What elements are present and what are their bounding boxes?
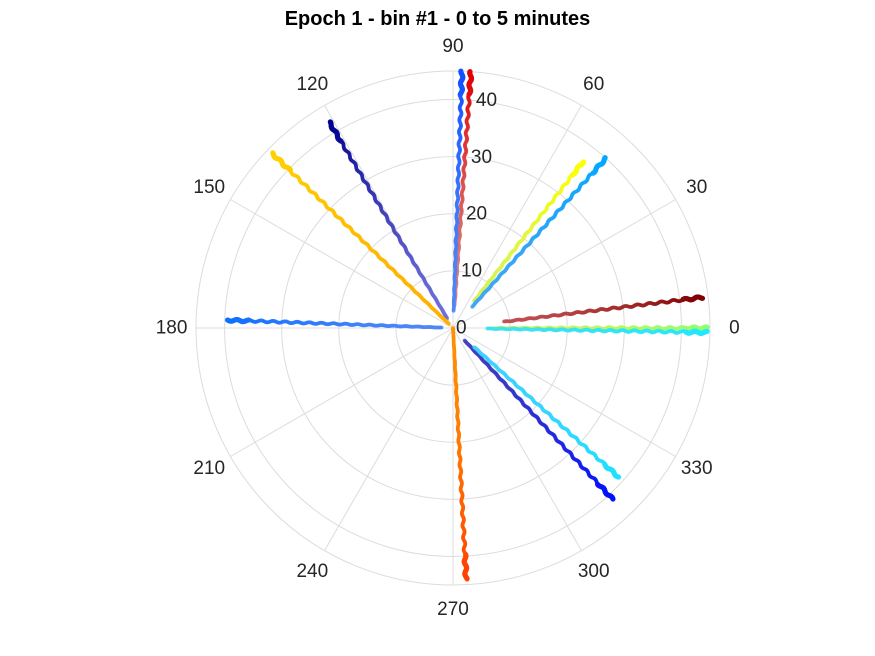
r-tick-label: 20 — [466, 204, 487, 225]
theta-tick-label: 300 — [578, 561, 610, 582]
theta-tick-label: 60 — [583, 74, 604, 95]
spoke-gridline — [230, 327, 454, 457]
series-trail — [270, 150, 451, 326]
theta-tick-label: 270 — [437, 599, 469, 620]
theta-tick-label: 330 — [681, 458, 713, 479]
r-tick-label: 30 — [471, 147, 492, 168]
series-trail — [224, 316, 444, 330]
theta-tick-label: 30 — [686, 177, 707, 198]
data-point — [464, 576, 470, 582]
data-point — [610, 496, 616, 502]
r-tick-label: 40 — [476, 90, 497, 111]
theta-tick-label: 120 — [296, 74, 328, 95]
series-trail — [502, 294, 706, 324]
data-point — [580, 159, 587, 165]
theta-tick-label: 90 — [442, 36, 463, 57]
series-trail — [485, 326, 710, 336]
tick-labels: 0 30 60 90 120 150 180 210 240 270 300 330 0 10 20 30 40 — [156, 36, 740, 620]
outer-ring — [195, 70, 711, 586]
data-point — [699, 295, 706, 301]
data-point — [704, 324, 710, 330]
series-trail — [472, 159, 587, 303]
series-trail — [451, 326, 470, 582]
data-point — [602, 154, 608, 161]
data-point — [467, 68, 473, 75]
series-trail — [327, 119, 450, 321]
series-trail — [472, 345, 622, 480]
data-point — [458, 68, 464, 74]
data-series — [224, 68, 710, 582]
data-point — [327, 119, 333, 125]
theta-tick-label: 180 — [156, 318, 188, 339]
theta-tick-label: 150 — [193, 177, 225, 198]
series-trail — [462, 338, 616, 502]
spoke-gridline — [452, 327, 582, 551]
theta-tick-label: 210 — [193, 458, 225, 479]
spoke-gridline — [324, 327, 454, 551]
theta-tick-label: 240 — [296, 561, 328, 582]
spoke-gridline — [452, 105, 582, 329]
r-tick-label: 10 — [461, 261, 482, 282]
data-point — [704, 328, 710, 334]
r-tick-label: 0 — [456, 318, 467, 339]
series-trail — [451, 68, 466, 313]
series-trail — [470, 154, 608, 309]
spoke-gridline — [230, 199, 454, 329]
data-point — [224, 317, 231, 323]
data-point — [270, 150, 276, 156]
theta-tick-label: 0 — [729, 318, 740, 339]
spoke-gridline — [452, 327, 676, 457]
chart-title: Epoch 1 - bin #1 - 0 to 5 minutes — [284, 8, 591, 30]
spoke-gridline — [452, 199, 676, 329]
data-point — [615, 474, 622, 480]
